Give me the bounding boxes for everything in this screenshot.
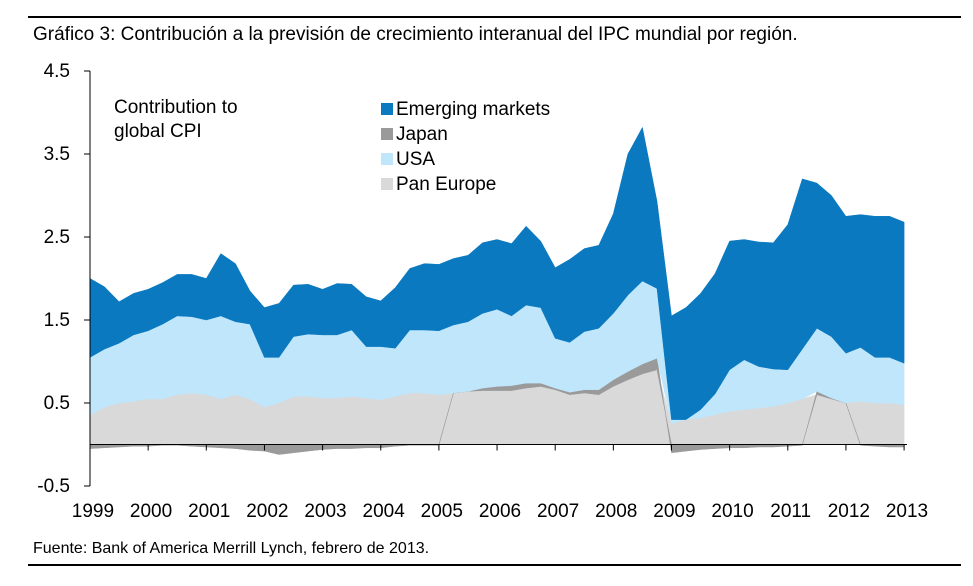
x-tick-label: 2005 <box>421 501 463 522</box>
x-tick-label: 2002 <box>246 501 288 522</box>
y-tick-label: 3.5 <box>44 144 70 165</box>
stacked-areas <box>89 126 905 455</box>
legend-swatch-pan-europe <box>381 178 393 190</box>
y-tick-label: -0.5 <box>37 476 70 497</box>
x-tick-label: 2013 <box>886 501 928 522</box>
x-tick-label: 2010 <box>711 501 753 522</box>
x-tick-label: 2011 <box>770 501 811 522</box>
legend: Emerging markets Japan USA Pan Europe <box>381 99 550 195</box>
x-tick-label: 2003 <box>304 501 346 522</box>
y-tick-label: 4.5 <box>44 61 70 82</box>
x-tick-label: 2008 <box>595 501 637 522</box>
x-tick-label: 2012 <box>828 501 870 522</box>
legend-label-pan-europe: Pan Europe <box>396 174 496 195</box>
x-tick-label: 2004 <box>363 501 406 522</box>
legend-label-emerging-markets: Emerging markets <box>396 99 550 120</box>
y-tick-label: 2.5 <box>44 227 70 248</box>
x-tick-label: 2009 <box>653 501 695 522</box>
area-emerging-markets <box>89 126 905 420</box>
source-note: Fuente: Bank of America Merrill Lynch, f… <box>33 540 430 557</box>
figure-title: Gráfico 3: Contribución a la previsión d… <box>33 24 798 45</box>
x-tick-label: 2006 <box>479 501 521 522</box>
legend-swatch-usa <box>381 153 393 165</box>
y-tick-label: 0.5 <box>44 393 70 414</box>
x-tick-label: 2001 <box>188 501 230 522</box>
legend-swatch-emerging-markets <box>381 103 393 115</box>
legend-swatch-japan <box>381 128 393 140</box>
legend-label-usa: USA <box>396 149 435 170</box>
x-tick-label: 2000 <box>130 501 172 522</box>
top-rule <box>28 16 961 18</box>
annotation-line-2: global CPI <box>114 121 202 142</box>
legend-label-japan: Japan <box>396 124 448 145</box>
y-tick-label: 1.5 <box>44 310 70 331</box>
bottom-rule <box>28 564 961 566</box>
annotation-line-1: Contribution to <box>114 97 238 118</box>
x-tick-label: 1999 <box>72 501 114 522</box>
x-tick-label: 2007 <box>537 501 579 522</box>
